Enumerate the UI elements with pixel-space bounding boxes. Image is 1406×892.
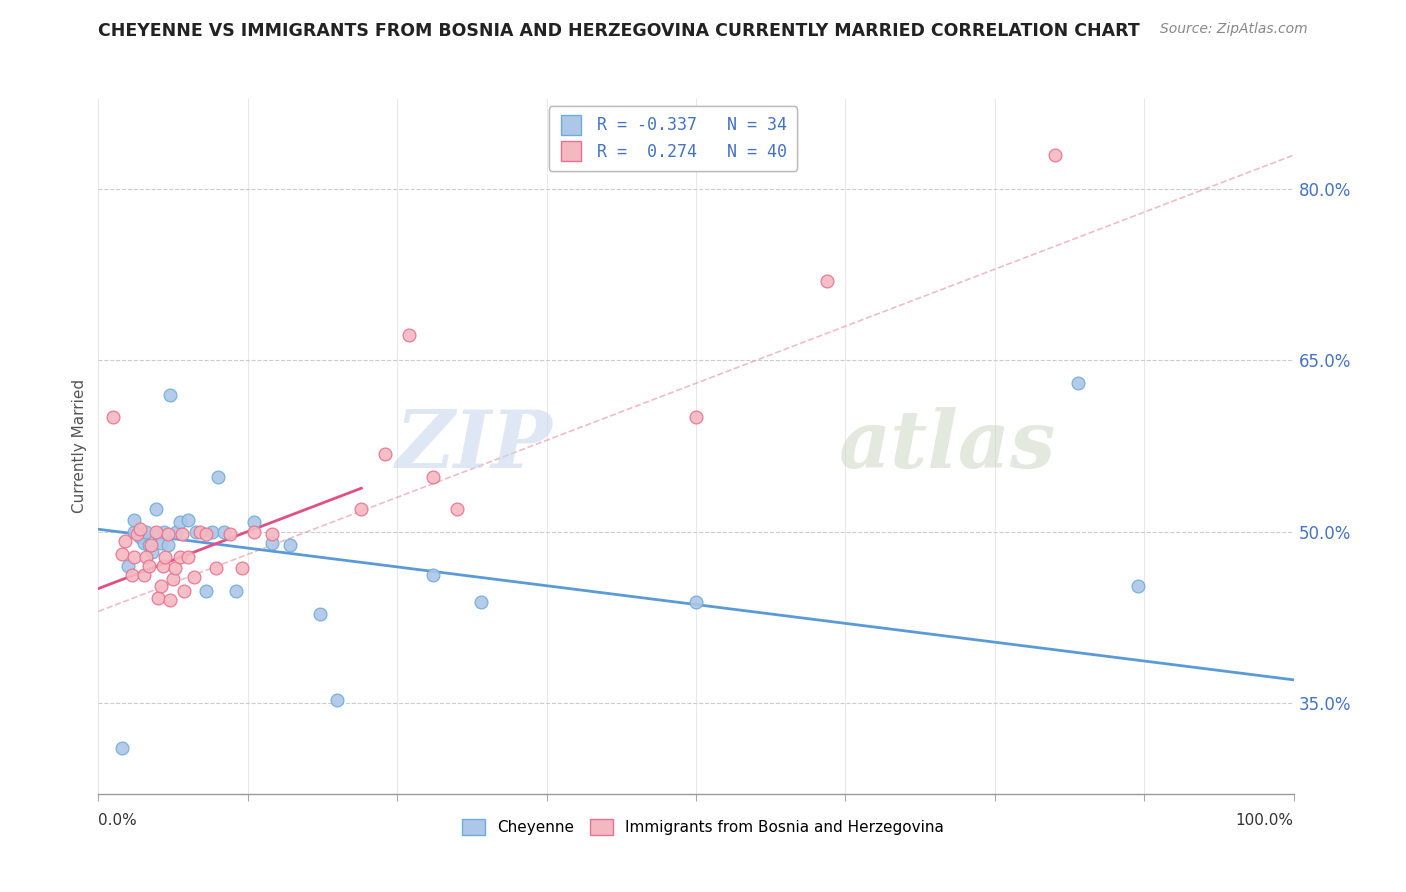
Point	[138, 558, 160, 573]
Point	[260, 526, 283, 541]
Point	[1067, 376, 1090, 391]
Text: ZIP: ZIP	[395, 408, 553, 484]
Point	[101, 410, 124, 425]
Point	[148, 591, 170, 605]
Text: CHEYENNE VS IMMIGRANTS FROM BOSNIA AND HERZEGOVINA CURRENTLY MARRIED CORRELATION: CHEYENNE VS IMMIGRANTS FROM BOSNIA AND H…	[98, 22, 1140, 40]
Point	[135, 549, 157, 564]
Text: Source: ZipAtlas.com: Source: ZipAtlas.com	[1160, 22, 1308, 37]
Point	[155, 549, 177, 564]
Point	[125, 526, 148, 541]
Point	[172, 526, 194, 541]
Point	[124, 513, 146, 527]
Point	[260, 536, 283, 550]
Point	[129, 530, 152, 544]
Point	[422, 567, 444, 582]
Point	[159, 387, 181, 401]
Point	[152, 558, 174, 573]
Point	[145, 501, 167, 516]
Point	[159, 593, 181, 607]
Point	[173, 583, 195, 598]
Point	[145, 524, 167, 539]
Point	[446, 501, 468, 516]
Point	[398, 328, 420, 343]
Point	[149, 536, 172, 550]
Point	[815, 274, 838, 288]
Point	[114, 533, 136, 548]
Point	[162, 573, 184, 587]
Point	[225, 583, 247, 598]
Legend: Cheyenne, Immigrants from Bosnia and Herzegovina: Cheyenne, Immigrants from Bosnia and Her…	[456, 814, 950, 841]
Point	[374, 447, 396, 461]
Point	[111, 547, 134, 561]
Point	[194, 583, 217, 598]
Point	[129, 522, 152, 536]
Point	[326, 693, 349, 707]
Point	[139, 538, 162, 552]
Point	[149, 579, 172, 593]
Point	[204, 561, 226, 575]
Point	[278, 538, 301, 552]
Point	[188, 524, 211, 539]
Point	[177, 549, 200, 564]
Point	[243, 524, 266, 539]
Text: 0.0%: 0.0%	[98, 814, 138, 828]
Point	[165, 524, 187, 539]
Point	[121, 567, 143, 582]
Point	[1043, 148, 1066, 162]
Point	[685, 595, 707, 609]
Legend: R = -0.337   N = 34, R =  0.274   N = 40: R = -0.337 N = 34, R = 0.274 N = 40	[548, 106, 797, 170]
Point	[1128, 579, 1150, 593]
Point	[124, 524, 146, 539]
Point	[243, 516, 266, 530]
Point	[470, 595, 492, 609]
Point	[685, 410, 707, 425]
Point	[132, 567, 155, 582]
Point	[422, 470, 444, 484]
Point	[132, 536, 155, 550]
Point	[177, 513, 200, 527]
Point	[141, 545, 163, 559]
Point	[183, 570, 205, 584]
Point	[308, 607, 330, 621]
Point	[201, 524, 224, 539]
Point	[219, 526, 242, 541]
Point	[138, 538, 160, 552]
Point	[153, 524, 176, 539]
Point	[231, 561, 253, 575]
Point	[156, 526, 179, 541]
Point	[156, 538, 179, 552]
Point	[117, 558, 139, 573]
Point	[163, 561, 186, 575]
Point	[186, 524, 208, 539]
Text: 100.0%: 100.0%	[1236, 814, 1294, 828]
Point	[169, 549, 191, 564]
Point	[207, 470, 229, 484]
Point	[111, 741, 134, 756]
Y-axis label: Currently Married: Currently Married	[72, 379, 87, 513]
Point	[212, 524, 235, 539]
Point	[148, 526, 170, 541]
Point	[124, 549, 146, 564]
Point	[194, 526, 217, 541]
Point	[135, 524, 157, 539]
Point	[169, 516, 191, 530]
Point	[350, 501, 373, 516]
Text: atlas: atlas	[839, 408, 1057, 484]
